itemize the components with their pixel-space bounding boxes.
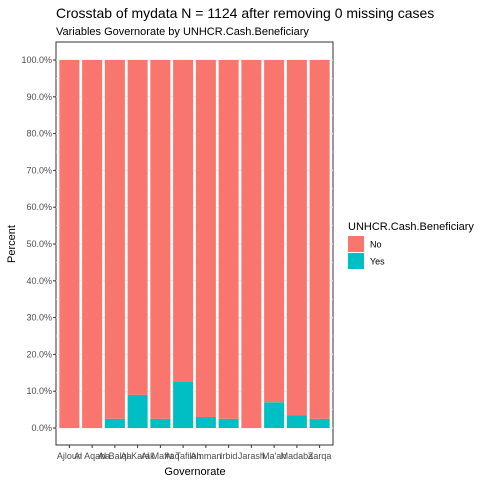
y-tick-label: 50.0%: [26, 239, 52, 249]
legend-label: No: [370, 240, 382, 250]
bar-no: [241, 60, 262, 428]
bar-no: [127, 60, 148, 395]
legend-key-yes: [348, 253, 364, 269]
x-tick-label: Ma'an: [262, 451, 286, 461]
x-tick-label: Al Balqa: [98, 451, 132, 461]
x-tick-label: Madaba: [281, 451, 314, 461]
legend-label: Yes: [370, 257, 385, 267]
bar-yes: [195, 416, 216, 428]
bar-no: [309, 60, 330, 419]
y-tick-label: 40.0%: [26, 276, 52, 286]
y-tick-label: 80.0%: [26, 129, 52, 139]
plot-area: 0.0% 10.0% 20.0% 30.0% 40.0% 50.0% 60.0% 70.0% 8…: [21, 41, 334, 461]
x-tick-label: Al Mafraq: [141, 451, 180, 461]
bar-yes: [150, 418, 171, 428]
bar-yes: [104, 418, 125, 428]
x-tick-label: Al Aqaba: [74, 451, 110, 461]
bar-yes: [218, 418, 239, 428]
bar-no: [82, 60, 103, 428]
y-axis-title: Percent: [6, 225, 18, 263]
bar-yes: [309, 418, 330, 428]
bar-no: [59, 60, 80, 428]
y-tick-label: 0.0%: [31, 423, 52, 433]
y-tick-label: 90.0%: [26, 92, 52, 102]
chart-subtitle: Variables Governorate by UNHCR.Cash.Bene…: [56, 26, 309, 38]
y-tick-label: 60.0%: [26, 202, 52, 212]
bar-yes: [173, 382, 194, 428]
bar-no: [173, 60, 194, 382]
y-tick-label: 100.0%: [21, 55, 52, 65]
legend-title: UNHCR.Cash.Beneficiary: [348, 221, 474, 233]
bar-no: [150, 60, 171, 419]
bar-no: [104, 60, 125, 419]
x-tick-label: Al Karak: [121, 451, 156, 461]
x-tick-label: Amman: [190, 451, 221, 461]
y-tick-label: 10.0%: [26, 386, 52, 396]
bar-yes: [286, 415, 307, 428]
y-tick-label: 30.0%: [26, 313, 52, 323]
x-tick-label: At Tafilah: [165, 451, 202, 461]
bar-no: [264, 60, 285, 403]
y-tick-label: 70.0%: [26, 165, 52, 175]
x-tick-label: Irbid: [220, 451, 238, 461]
bar-no: [195, 60, 216, 417]
bar-yes: [127, 394, 148, 428]
x-tick-label: Jarash: [238, 451, 265, 461]
bar-no: [218, 60, 239, 419]
bar-yes: [264, 402, 285, 428]
legend: UNHCR.Cash.Beneficiary No Yes: [348, 221, 474, 269]
x-axis-title: Governorate: [164, 466, 225, 478]
x-tick-label: Zarqa: [308, 451, 332, 461]
chart-title: Crosstab of mydata N = 1124 after removi…: [56, 5, 434, 21]
bar-no: [286, 60, 307, 416]
y-tick-label: 20.0%: [26, 349, 52, 359]
legend-key-no: [348, 236, 364, 252]
x-tick-label: Ajloun: [57, 451, 82, 461]
